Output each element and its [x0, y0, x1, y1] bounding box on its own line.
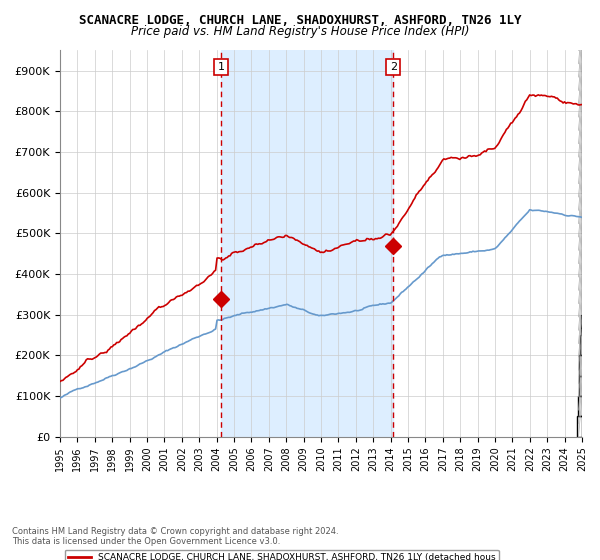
- Bar: [221, 50, 393, 437]
- Text: 1: 1: [218, 62, 225, 72]
- Text: 2: 2: [389, 62, 397, 72]
- Legend: SCANACRE LODGE, CHURCH LANE, SHADOXHURST, ASHFORD, TN26 1LY (detached hous, HPI:: SCANACRE LODGE, CHURCH LANE, SHADOXHURST…: [65, 549, 499, 560]
- Text: Price paid vs. HM Land Registry's House Price Index (HPI): Price paid vs. HM Land Registry's House …: [131, 25, 469, 38]
- Text: Contains HM Land Registry data © Crown copyright and database right 2024.
This d: Contains HM Land Registry data © Crown c…: [12, 526, 338, 546]
- Text: SCANACRE LODGE, CHURCH LANE, SHADOXHURST, ASHFORD, TN26 1LY: SCANACRE LODGE, CHURCH LANE, SHADOXHURST…: [79, 14, 521, 27]
